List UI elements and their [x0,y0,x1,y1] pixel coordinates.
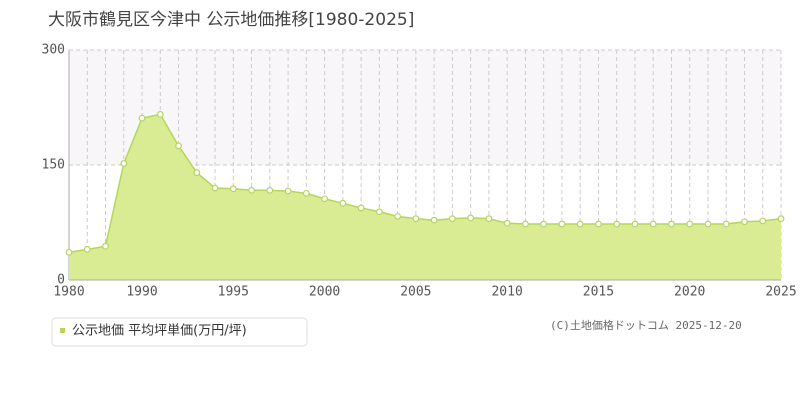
point [339,199,347,207]
copyright: (C)土地価格ドットコム 2025-12-20 [550,318,742,332]
legend-label: 公示地価 平均坪単価(万円/坪) [72,323,247,339]
point [83,245,91,253]
point [613,220,621,228]
point [357,204,365,212]
point [686,220,694,228]
y-tick-label: 300 [42,43,65,58]
x-tick-label: 2015 [583,285,614,300]
point [759,217,767,225]
point [321,195,328,203]
y-tick-label: 0 [57,273,65,288]
legend-marker [60,328,65,333]
point [430,216,438,224]
point [777,215,785,223]
point [649,220,657,228]
point [394,212,402,220]
point [266,186,274,194]
point [412,215,420,223]
point [722,220,730,228]
x-tick-label: 2020 [674,285,705,300]
point [193,169,201,177]
point [668,220,675,228]
point [229,185,237,193]
x-tick-label: 1995 [218,285,249,300]
point [120,160,128,167]
point [156,110,164,118]
y-tick-label: 150 [42,158,65,173]
point [302,189,310,197]
x-tick-label: 1990 [126,285,157,300]
point [576,220,584,228]
point [284,187,292,195]
x-tick-label: 2010 [491,285,522,300]
point [375,208,383,216]
point [248,186,255,194]
legend-box [51,317,308,347]
x-tick-label: 2025 [765,285,796,300]
point [467,214,475,222]
point [485,215,493,223]
point [138,114,146,122]
x-tick-label: 2000 [309,285,340,300]
point [704,220,712,228]
point [631,220,639,228]
point [65,248,73,256]
area-fill [69,114,781,281]
line [68,113,782,254]
point [741,218,748,226]
point [558,220,566,228]
point [102,242,109,250]
point [522,220,529,228]
point [595,220,602,228]
point [540,220,548,228]
x-tick-label: 2005 [400,285,431,300]
point [175,142,182,150]
plot-band [69,50,781,165]
point [448,215,456,223]
point [503,219,511,227]
point [211,184,219,192]
chart-title: 大阪市鶴見区今津中 公示地価推移[1980-2025] [48,10,414,30]
x-tick-label: 1980 [53,285,84,300]
